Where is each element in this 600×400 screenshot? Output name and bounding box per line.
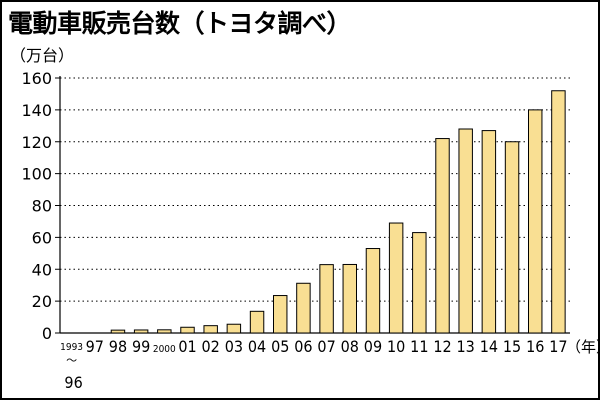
x-tick-label: 98 [109,337,127,356]
y-tick-label: 120 [21,133,52,152]
y-tick-label: 0 [42,324,52,343]
x-tick-label: 02 [202,337,220,356]
x-tick-label: 10 [387,337,405,356]
x-tick-label: 01 [178,337,196,356]
bar [133,329,149,334]
bar [504,141,520,334]
bar [342,263,357,334]
y-tick-label: 80 [32,197,52,216]
x-tick-label: 1993 [60,342,83,353]
x-axis-unit-label: （年） [566,338,598,356]
x-tick-label: 05 [271,337,289,356]
x-tick-label: 09 [364,337,382,356]
y-tick-label: 140 [21,101,52,120]
x-tick-label: 2000 [153,344,176,355]
x-tick-label: 〜 [66,354,77,367]
bar [273,295,288,334]
bar [458,128,473,334]
x-tick-label: 99 [132,337,150,356]
y-tick-label: 100 [21,165,52,184]
x-tick-label: 17 [549,337,567,356]
x-tick-label: 03 [225,337,243,356]
bar [319,264,334,334]
bar [388,222,404,334]
bar [249,310,265,334]
x-tick-label: 07 [317,337,335,356]
y-tick-label: 20 [32,292,52,311]
x-tick-label: 14 [480,337,498,356]
chart-title: 電動車販売台数（トヨタ調べ） [8,9,352,38]
bar [481,130,497,334]
bar [412,232,427,334]
bar [226,323,242,334]
bar [110,329,126,334]
y-tick-label: 160 [21,69,52,88]
bar [296,282,311,334]
x-tick-label: 15 [503,337,521,356]
bar [203,325,218,334]
bar [551,90,566,334]
x-tick-label: 08 [341,337,359,356]
x-tick-label: 13 [457,337,475,356]
bar [528,109,543,334]
x-tick-label: 06 [294,337,312,356]
y-axis-unit-label: （万台） [10,46,75,65]
x-tick-label: 04 [248,337,266,356]
bar [157,329,172,334]
y-tick-label: 40 [32,260,52,279]
bar [180,326,195,334]
x-tick-label: 11 [410,337,428,356]
x-tick-label: 97 [86,337,104,356]
x-tick-label: 12 [433,337,451,356]
bar [365,248,381,334]
x-tick-label: 96 [64,373,82,392]
x-tick-label: 16 [526,337,544,356]
y-tick-label: 60 [32,228,52,247]
bar [435,138,450,334]
